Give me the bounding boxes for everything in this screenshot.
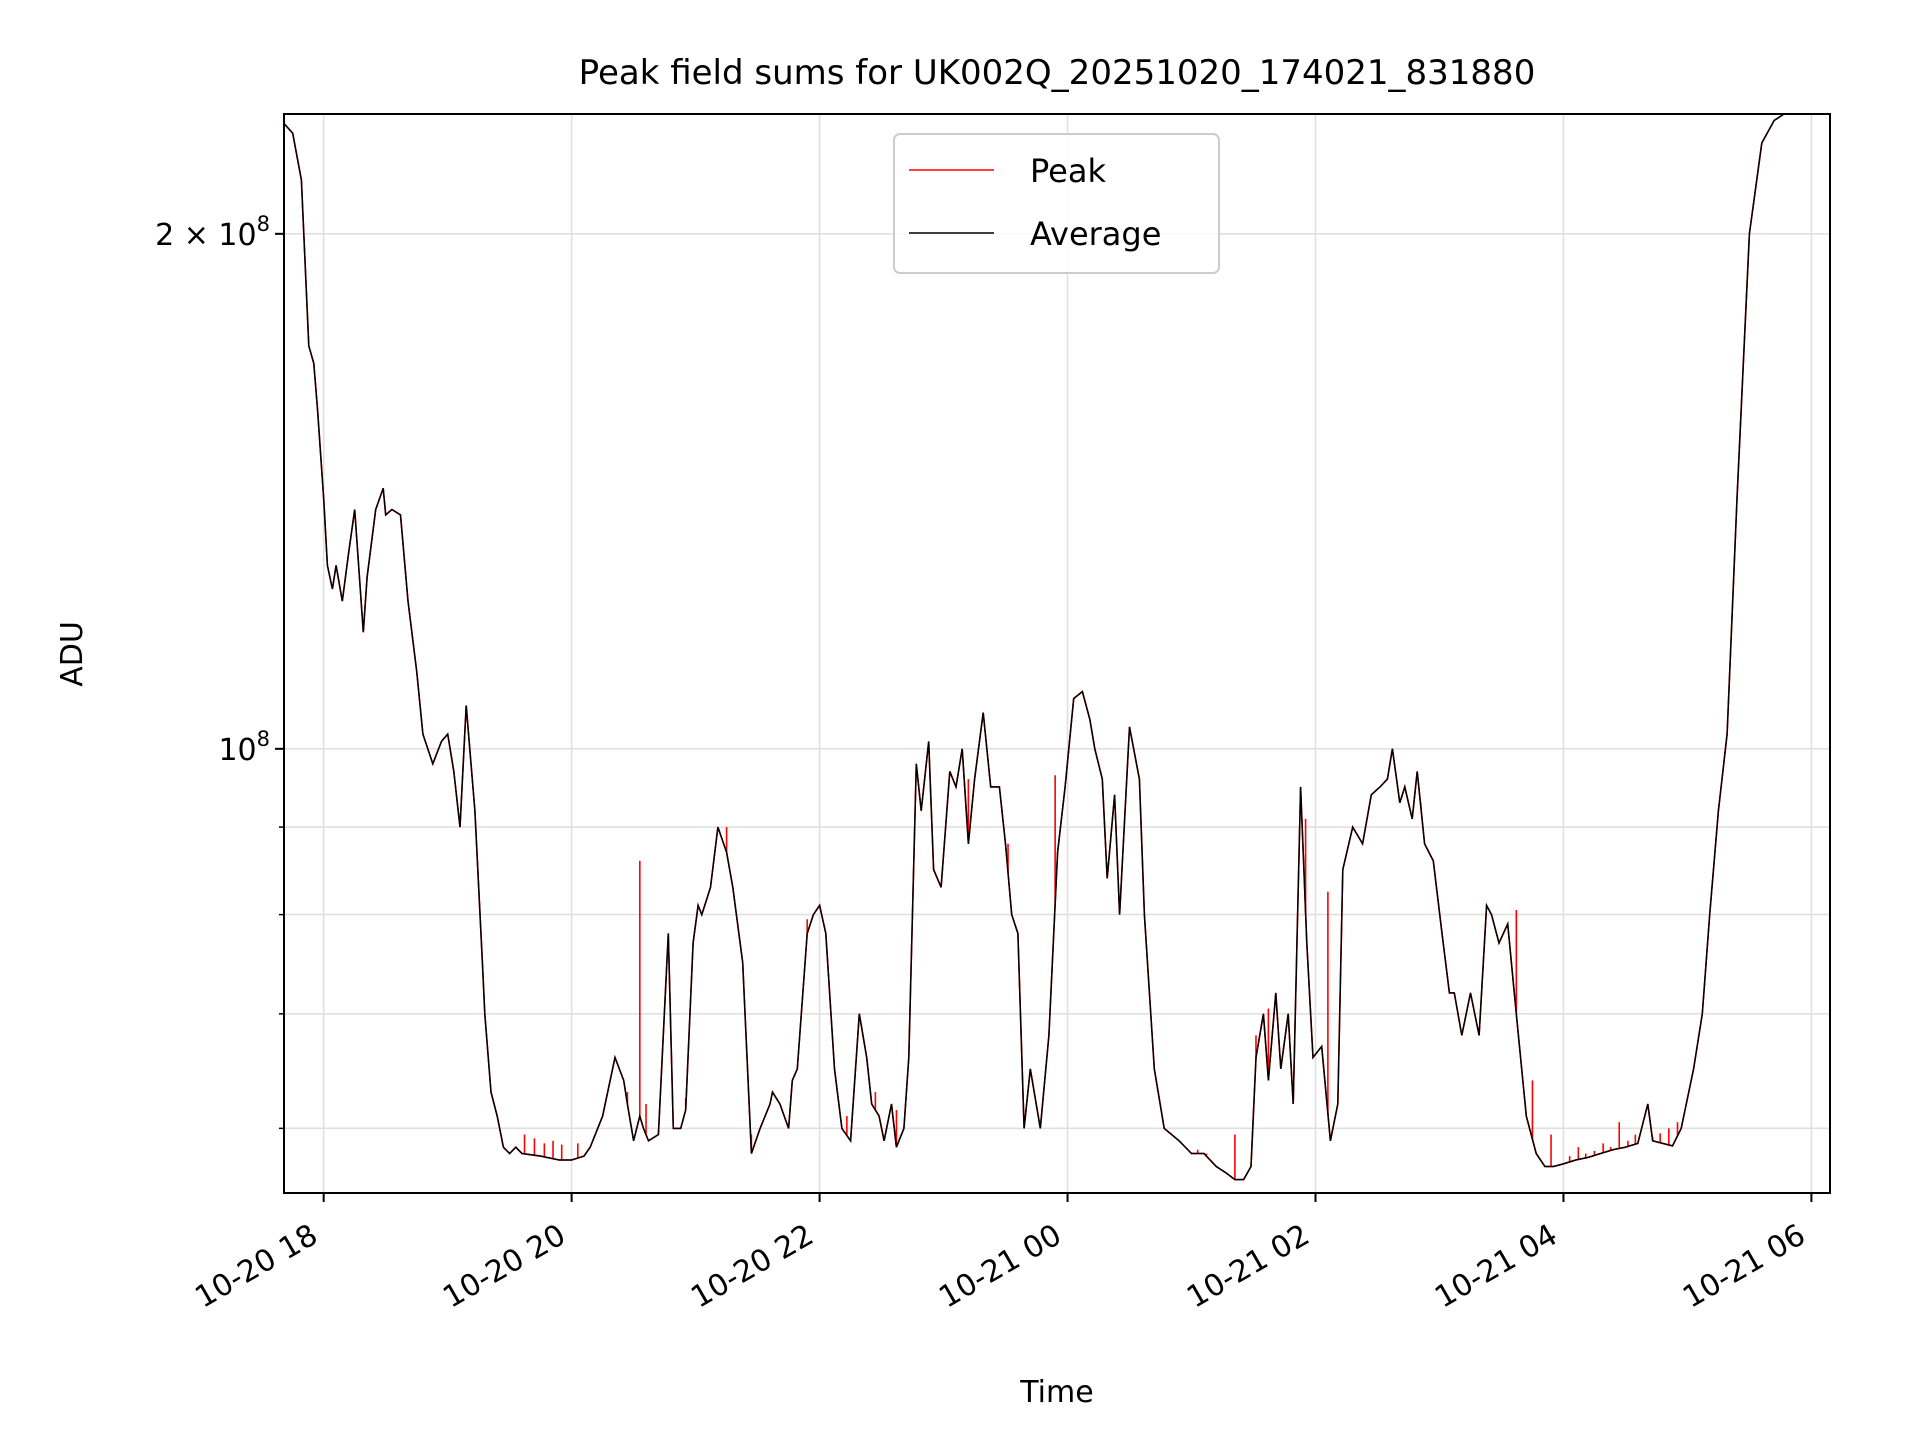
legend-label-peak: Peak <box>1030 152 1106 190</box>
x-axis: 10-20 18 10-20 20 10-20 22 10-21 00 10-21 02… <box>189 1193 1813 1316</box>
y-axis-label: ADU <box>55 621 90 687</box>
x-tick-label: 10-21 02 <box>1181 1218 1315 1316</box>
legend-box <box>893 133 1220 274</box>
legend-label-average: Average <box>1030 215 1161 253</box>
y-tick-label: 108 <box>218 727 270 768</box>
average-line <box>283 113 1785 1181</box>
x-axis-label: Time <box>1019 1375 1093 1410</box>
legend: Peak Average <box>893 133 1220 274</box>
y-tick-label: 2 × 108 <box>155 212 270 253</box>
x-tick-label: 10-21 00 <box>933 1218 1067 1316</box>
plot-frame <box>283 113 1831 1194</box>
y-axis: 108 2 × 108 <box>155 212 284 1130</box>
x-tick-label: 10-21 04 <box>1429 1218 1563 1316</box>
x-tick-label: 10-20 22 <box>685 1218 819 1316</box>
x-tick-label: 10-20 18 <box>189 1218 323 1316</box>
chart-title: Peak field sums for UK002Q_20251020_1740… <box>579 53 1536 93</box>
x-tick-label: 10-21 06 <box>1677 1218 1811 1316</box>
series-layer <box>283 113 1785 1181</box>
grid <box>284 114 1830 1193</box>
x-tick-label: 10-20 20 <box>437 1218 571 1316</box>
